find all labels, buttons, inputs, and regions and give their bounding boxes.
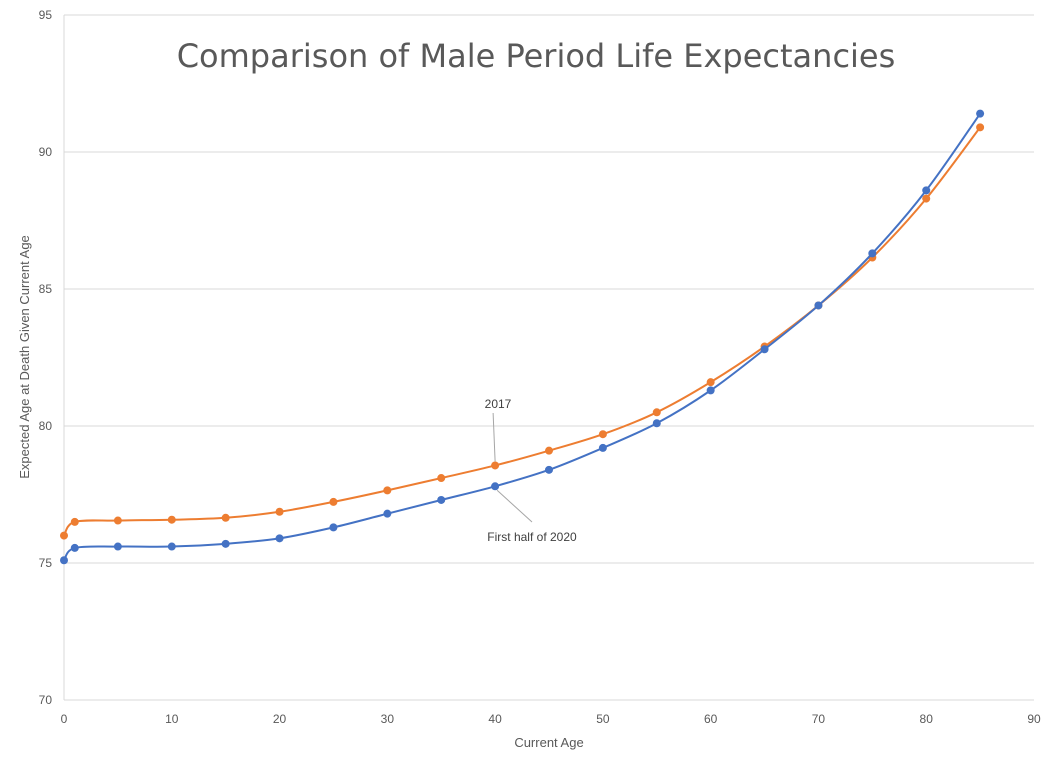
- annotation-leader-line: [492, 412, 496, 462]
- data-point: [275, 507, 284, 516]
- x-tick-label: 90: [1027, 712, 1041, 726]
- data-point: [652, 419, 661, 428]
- y-axis-title: Expected Age at Death Given Current Age: [17, 235, 32, 479]
- series-line: [63, 126, 981, 537]
- series-lines: [60, 109, 985, 565]
- data-point: [922, 186, 931, 195]
- data-point: [60, 531, 68, 540]
- x-tick-label: 80: [920, 712, 934, 726]
- x-tick-label: 0: [61, 712, 68, 726]
- series-line: [63, 113, 981, 561]
- x-tick-label: 40: [488, 712, 502, 726]
- data-point: [652, 408, 661, 417]
- data-point: [706, 378, 715, 387]
- x-tick-label: 10: [165, 712, 179, 726]
- data-point: [760, 345, 769, 354]
- series-2017: [60, 123, 985, 540]
- y-tick-label: 75: [39, 556, 53, 570]
- data-point: [383, 509, 392, 518]
- data-point: [491, 482, 500, 491]
- x-tick-label: 70: [812, 712, 826, 726]
- annotations: 2017 First half of 2020: [485, 397, 577, 544]
- chart-title: Comparison of Male Period Life Expectanc…: [177, 37, 896, 75]
- data-point: [60, 556, 68, 565]
- data-point: [167, 515, 176, 524]
- data-point: [113, 542, 122, 551]
- data-point: [814, 301, 823, 310]
- data-point: [329, 497, 338, 506]
- y-tick-label: 95: [39, 8, 53, 22]
- annotation-first-half-2020: First half of 2020: [487, 530, 577, 544]
- y-tick-label: 85: [39, 282, 53, 296]
- y-tick-label: 70: [39, 693, 53, 707]
- y-tick-label: 80: [39, 419, 53, 433]
- data-point: [383, 486, 392, 495]
- data-point: [976, 123, 985, 132]
- data-point: [598, 430, 607, 439]
- data-point: [437, 495, 446, 504]
- data-point: [437, 474, 446, 483]
- data-point: [598, 443, 607, 452]
- annotation-leader-line: [496, 489, 533, 523]
- data-point: [545, 465, 553, 474]
- data-point: [706, 386, 715, 395]
- data-point: [221, 513, 230, 522]
- x-tick-label: 20: [273, 712, 287, 726]
- data-point: [868, 249, 877, 258]
- x-tick-label: 60: [704, 712, 718, 726]
- data-point: [70, 517, 79, 526]
- gridlines: [64, 14, 1034, 564]
- data-point: [922, 194, 931, 203]
- data-point: [113, 516, 122, 525]
- x-axis-title: Current Age: [514, 735, 583, 750]
- data-point: [167, 542, 176, 551]
- data-point: [275, 534, 284, 543]
- x-tick-label: 50: [596, 712, 610, 726]
- data-point: [976, 109, 985, 118]
- x-tick-label: 30: [381, 712, 395, 726]
- data-point: [545, 446, 553, 455]
- axes: 70 75 80 85 90 95 0 10 20 30 40 50 60 70 80 90: [39, 8, 1041, 726]
- series-first-half-2020: [60, 109, 985, 565]
- y-tick-label: 90: [39, 145, 53, 159]
- data-point: [70, 543, 79, 552]
- annotation-2017: 2017: [485, 397, 512, 411]
- data-point: [491, 461, 500, 470]
- data-point: [221, 539, 230, 548]
- data-point: [329, 523, 338, 532]
